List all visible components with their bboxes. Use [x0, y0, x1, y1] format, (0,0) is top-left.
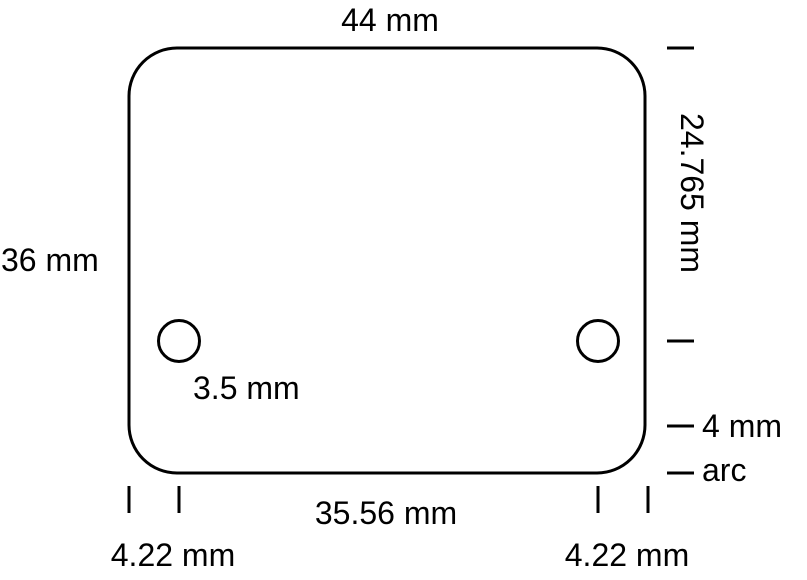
corner-radius-label: 4 mm — [702, 408, 782, 444]
hole-diameter-label: 3.5 mm — [193, 370, 300, 406]
left-mounting-hole — [157, 319, 201, 363]
hole-offset-label: 24.765 mm — [674, 113, 710, 273]
hole-spacing-label: 35.56 mm — [315, 495, 457, 531]
height-label: 36 mm — [1, 242, 99, 278]
plate-outline — [127, 46, 647, 475]
right-hole-offset-label: 4.22 mm — [565, 537, 689, 573]
right-mounting-hole — [576, 319, 620, 363]
corner-note-label: arc — [702, 452, 746, 488]
width-label: 44 mm — [341, 2, 439, 38]
left-hole-offset-label: 4.22 mm — [111, 537, 235, 573]
